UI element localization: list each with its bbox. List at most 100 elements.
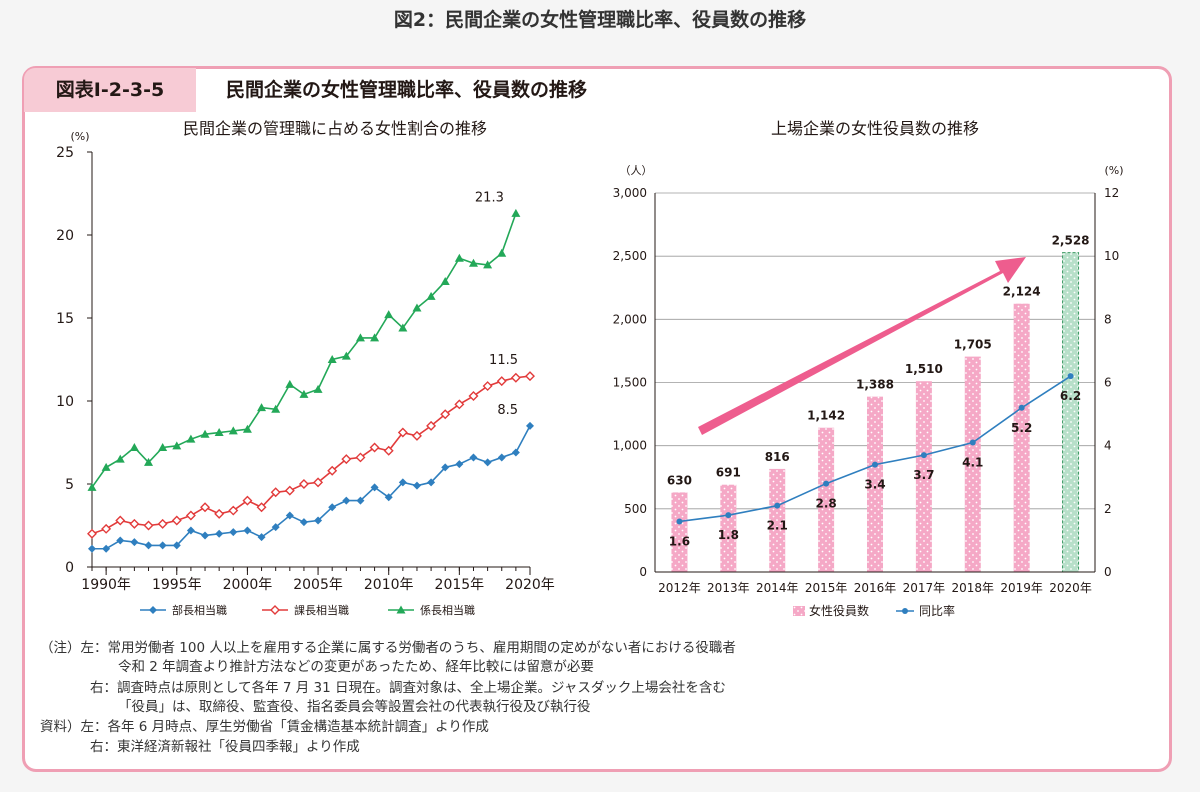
left-legend-label: 係長相当職	[420, 603, 475, 617]
right-rate-point	[823, 480, 830, 487]
left-series-point	[200, 502, 211, 513]
left-series-point	[201, 531, 210, 540]
left-series-point	[427, 478, 436, 487]
note-text: 東洋経済新報社「役員四季報」より作成	[117, 739, 360, 755]
right-y-right-tick-label: 12	[1104, 186, 1119, 200]
left-series-point	[525, 371, 535, 382]
left-series-point	[313, 384, 323, 393]
right-bar-value-label: 1,388	[856, 378, 894, 392]
right-chart-title: 上場企業の女性役員数の推移	[771, 119, 979, 138]
left-series-point	[215, 529, 224, 538]
left-series-point	[412, 303, 422, 312]
left-x-tick-label: 2015年	[435, 577, 485, 593]
left-series-point	[398, 478, 407, 487]
left-x-tick-label: 2020年	[505, 577, 555, 593]
left-series-point	[482, 381, 493, 392]
left-series-point	[440, 276, 450, 285]
left-legend: 部長相当職 課長相当職 係長相当職	[140, 603, 475, 617]
left-series-point	[384, 310, 394, 319]
right-bar-value-label: 1,510	[905, 362, 943, 376]
right-y-left-tick-label: 3,000	[613, 186, 647, 200]
left-series-point	[158, 442, 168, 451]
right-bar-value-label: 1,142	[807, 409, 845, 423]
left-series-point	[314, 516, 323, 525]
figure-label: 図表Ⅰ-2-3-5	[24, 68, 196, 112]
right-bar-value-label: 2,124	[1003, 285, 1041, 299]
left-series-point	[497, 453, 506, 462]
page-title: 図2：民間企業の女性管理職比率、役員数の推移	[393, 9, 807, 31]
note-prefix: 右：	[90, 739, 117, 755]
right-rate-line: 1.6 1.8 2.1 2.8 3.4 3.7 4.1 5.2 6.2	[669, 373, 1081, 548]
right-rate-point	[1067, 373, 1074, 380]
left-line-chart: 民間企業の管理職に占める女性割合の推移 (%) 0 5 10 15 20 25 1990年 1…	[56, 119, 555, 617]
right-rate-point	[1018, 404, 1025, 411]
left-series-point	[483, 458, 492, 467]
left-series-line-2	[91, 375, 531, 535]
left-series-point	[214, 508, 225, 519]
left-series-point	[242, 424, 252, 433]
right-bar	[769, 468, 786, 572]
note-left-1: （注）左：常用労働者 100 人以上を雇用する企業に属する労働者のうち、雇用期間…	[40, 636, 736, 656]
left-x-tick-label: 1995年	[152, 577, 202, 593]
right-bar	[915, 381, 932, 572]
left-series-point	[257, 403, 267, 412]
left-series-point	[469, 453, 478, 462]
left-end-label: 21.3	[475, 190, 504, 205]
right-rate-point	[872, 461, 878, 468]
right-bar-value-label: 1,705	[954, 338, 992, 352]
right-bar	[720, 484, 737, 572]
left-chart-title: 民間企業の管理職に占める女性割合の推移	[183, 119, 487, 138]
right-bar-chart: 上場企業の女性役員数の推移 （人） (%) 630 691 816 1,142 1,38…	[613, 119, 1124, 618]
right-legend-marker	[902, 608, 908, 614]
left-series-point	[511, 448, 520, 457]
left-series-point	[200, 429, 210, 438]
right-bar-value-label: 630	[667, 473, 692, 487]
left-series-point	[157, 518, 168, 529]
right-bar	[818, 427, 835, 572]
left-series-point	[243, 526, 252, 535]
left-series-point	[130, 538, 139, 547]
right-rate-point	[725, 512, 732, 519]
right-bars: 630 691 816 1,142 1,388 1,510 1,705 2,124 2,528	[667, 234, 1090, 573]
left-series-point	[454, 399, 465, 410]
note-text: 各年 6 月時点、厚生労働省「賃金構造基本統計調査」より作成	[107, 719, 489, 735]
left-series-point	[172, 441, 182, 450]
right-y-right-tick-label: 10	[1104, 249, 1119, 263]
note-prefix: 資料）左：	[40, 719, 108, 735]
left-series-point	[397, 427, 408, 438]
left-x-tick-label: 2010年	[364, 577, 414, 593]
left-series-point	[158, 541, 167, 550]
left-series-point	[355, 333, 365, 342]
right-bar	[671, 492, 688, 572]
left-series-point	[257, 533, 266, 542]
right-bar-value-label: 691	[716, 466, 741, 480]
left-series-point	[186, 526, 195, 535]
left-series-point	[172, 541, 181, 550]
left-series-point	[186, 434, 196, 443]
right-rate-label: 1.8	[718, 528, 739, 542]
note-prefix: （注）左：	[40, 640, 108, 656]
right-bar	[1013, 303, 1030, 572]
left-y-tick-label: 0	[65, 560, 74, 576]
left-series-line-1	[92, 425, 531, 550]
source-left: 資料）左：各年 6 月時点、厚生労働省「賃金構造基本統計調査」より作成	[40, 715, 489, 735]
left-x-tick-label: 2005年	[293, 577, 343, 593]
left-series-point	[356, 496, 365, 505]
left-series-point	[468, 391, 479, 402]
left-series-point	[242, 495, 253, 506]
right-rate-label: 5.2	[1011, 421, 1032, 435]
trend-arrow	[698, 257, 1026, 435]
left-x-tick-label: 1990年	[81, 577, 131, 593]
right-y-right-tick-label: 2	[1104, 502, 1112, 516]
left-series-point	[299, 518, 308, 527]
right-axes: 0 500 1,000 1,500 2,000 2,500 3,000 0 2 4 6 8 10 12 20…	[613, 186, 1120, 595]
left-y-tick-label: 10	[56, 394, 74, 410]
left-legend-label: 課長相当職	[294, 603, 349, 617]
left-series-point	[411, 430, 422, 441]
left-series-point	[143, 520, 154, 531]
right-y-right-tick-label: 0	[1104, 565, 1112, 579]
left-series-line-3	[91, 213, 517, 488]
left-series-point	[370, 333, 380, 342]
right-bar-value-label: 816	[765, 450, 790, 464]
right-rate-label: 2.8	[815, 497, 836, 511]
